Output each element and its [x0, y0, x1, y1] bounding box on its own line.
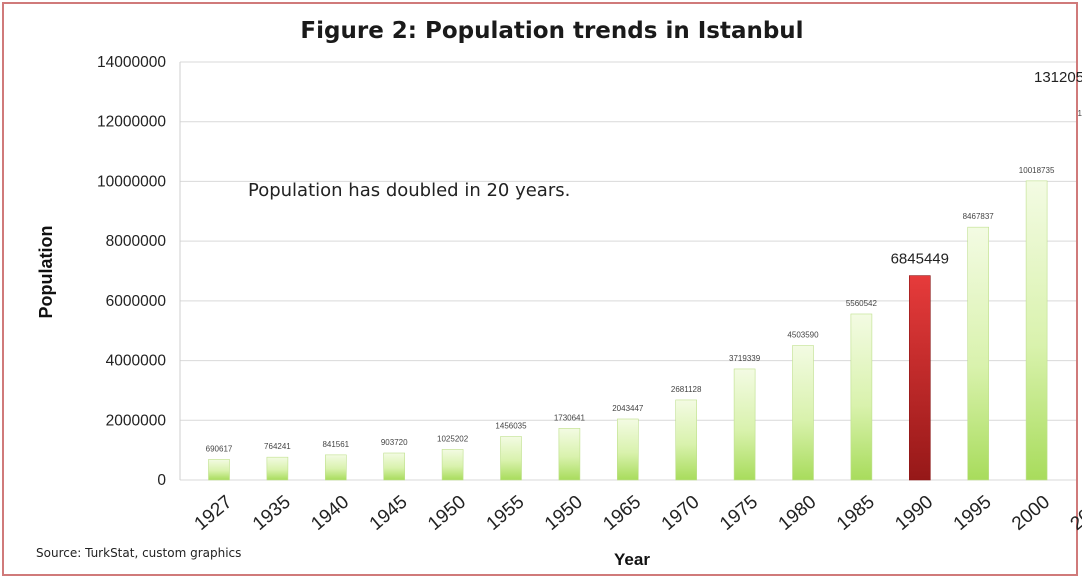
y-tick-label: 2000000: [106, 412, 167, 429]
y-tick-label: 12000000: [97, 114, 166, 131]
bar: [967, 226, 990, 481]
x-tick-label: 1940: [307, 492, 353, 535]
data-label: 764241: [264, 442, 291, 451]
bar: [441, 449, 464, 481]
data-label: 1025202: [437, 434, 469, 443]
y-tick-label: 4000000: [106, 353, 167, 370]
x-tick-label: 1935: [249, 492, 295, 535]
y-axis-ticks: 0 2000000 4000000 6000000 8000000 10000000 120…: [97, 54, 166, 489]
bar: [324, 454, 347, 481]
data-label: 2681128: [671, 385, 702, 394]
bar: [500, 436, 522, 481]
data-label: 5560542: [846, 299, 878, 308]
x-tick-label: 1955: [483, 492, 529, 535]
data-label: 4503590: [787, 331, 819, 340]
x-tick-label: 2005: [1067, 492, 1082, 535]
bar: [208, 459, 230, 481]
x-tick-label: 1975: [716, 492, 762, 535]
data-label: 3719339: [729, 354, 761, 363]
y-axis-label: Population: [36, 226, 56, 319]
x-tick-label: 2000: [1008, 492, 1054, 535]
data-label: 1730641: [554, 413, 586, 422]
data-label: 6845449: [891, 251, 949, 268]
bar: [1025, 180, 1048, 481]
data-label: 11923806: [1078, 109, 1082, 118]
chart-annotation: Population has doubled in 20 years.: [248, 180, 570, 201]
bar: [733, 368, 756, 481]
bar: [616, 418, 639, 481]
data-label: 690617: [206, 444, 233, 453]
bar: [908, 275, 931, 481]
data-label: 8467837: [963, 212, 995, 221]
x-tick-label: 1980: [775, 492, 821, 535]
x-axis-label: Year: [614, 550, 650, 569]
x-tick-label: 1985: [833, 492, 879, 535]
x-tick-label: 1950: [541, 492, 587, 535]
data-label: 903720: [381, 438, 408, 447]
x-tick-label: 1995: [950, 492, 996, 535]
y-tick-label: 14000000: [97, 54, 166, 71]
x-tick-label: 1990: [891, 492, 937, 535]
x-tick-label: 1945: [366, 492, 412, 535]
bar: [558, 428, 581, 481]
bar: [850, 313, 873, 481]
bars: [208, 180, 1048, 481]
bar: [383, 452, 406, 481]
y-tick-label: 6000000: [106, 293, 167, 310]
x-tick-label: 1950: [424, 492, 470, 535]
bar: [792, 345, 814, 481]
y-tick-label: 10000000: [97, 173, 166, 190]
y-tick-label: 8000000: [106, 233, 167, 250]
data-label: 2043447: [612, 404, 644, 413]
chart-title: Figure 2: Population trends in Istanbul: [300, 18, 803, 44]
data-label: 10018735: [1019, 166, 1055, 175]
y-tick-label: 0: [157, 472, 166, 489]
data-labels: 690617 764241 841561 903720 1025202 1456035 17…: [206, 69, 1082, 453]
bar: [675, 399, 698, 481]
x-tick-label: 1965: [599, 492, 645, 535]
data-label: 13120596: [1034, 69, 1082, 86]
source-note: Source: TurkStat, custom graphics: [36, 546, 241, 560]
data-label: 841561: [322, 440, 349, 449]
bar: [266, 456, 289, 481]
x-tick-label: 1970: [658, 492, 704, 535]
gridlines: [180, 61, 1076, 481]
x-axis-ticks: 1927 1935 1940 1945 1950 1955 1950 1965 1970 1975…: [191, 492, 1082, 535]
data-label: 1456035: [495, 422, 527, 431]
x-tick-label: 1927: [191, 492, 237, 535]
